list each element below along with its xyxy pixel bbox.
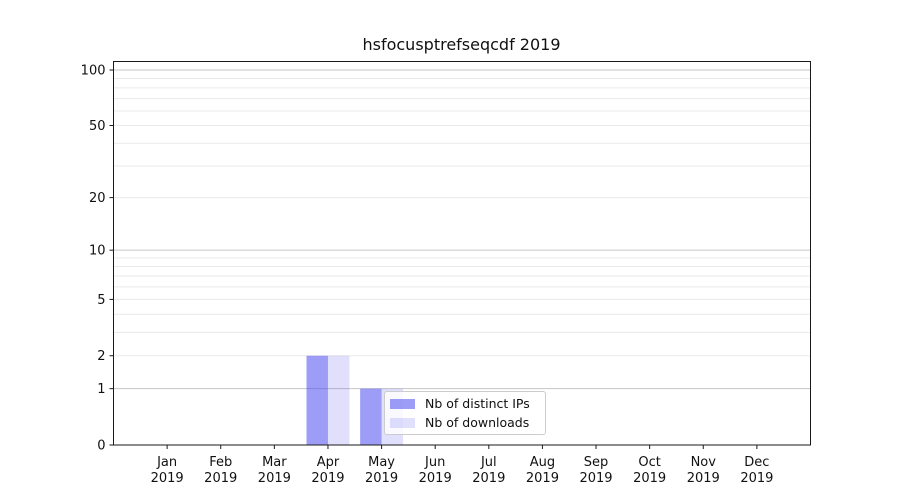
x-tick-label-month: Aug	[530, 455, 555, 470]
x-tick-label-year: 2019	[258, 471, 291, 486]
x-tick-label-year: 2019	[311, 471, 344, 486]
x-tick-label-month: Sep	[584, 455, 609, 470]
y-tick-label: 0	[97, 439, 105, 454]
x-tick-label-year: 2019	[526, 471, 559, 486]
legend-item-distinct-ips: Nb of distinct IPs	[390, 396, 539, 411]
y-tick-label: 100	[81, 63, 106, 78]
x-tick-label-year: 2019	[419, 471, 452, 486]
y-tick-label: 1	[97, 382, 105, 397]
legend-item-downloads: Nb of downloads	[390, 415, 539, 430]
x-tick-label-month: Nov	[691, 455, 717, 470]
x-tick-label-year: 2019	[633, 471, 666, 486]
y-tick-label: 50	[89, 119, 106, 134]
x-tick-label-year: 2019	[579, 471, 612, 486]
x-tick-label-month: Jul	[480, 455, 497, 470]
legend-label-downloads: Nb of downloads	[425, 415, 530, 430]
x-tick-label-month: Apr	[317, 455, 340, 470]
x-tick-label-month: Jan	[156, 455, 177, 470]
x-tick-label-month: May	[368, 455, 395, 470]
x-tick-label-month: Dec	[744, 455, 769, 470]
chart-title: hsfocusptrefseqcdf 2019	[362, 35, 561, 54]
x-tick-label-year: 2019	[687, 471, 720, 486]
x-tick-label-year: 2019	[204, 471, 237, 486]
legend-swatch-distinct-ips-icon	[390, 398, 415, 409]
x-tick-label-month: Mar	[262, 455, 287, 470]
legend-swatch-downloads-icon	[390, 417, 415, 428]
x-tick-label-year: 2019	[740, 471, 773, 486]
x-tick-label-month: Feb	[209, 455, 232, 470]
y-tick-label: 20	[89, 191, 106, 206]
y-tick-label: 10	[89, 244, 106, 259]
bar-nb-of-distinct-ips	[306, 355, 328, 445]
legend: Nb of distinct IPs Nb of downloads	[384, 391, 546, 435]
x-tick-label-year: 2019	[365, 471, 398, 486]
x-tick-label-year: 2019	[472, 471, 505, 486]
bar-nb-of-distinct-ips	[360, 388, 382, 445]
x-tick-label-month: Oct	[638, 455, 660, 470]
y-tick-label: 5	[97, 293, 105, 308]
bar-nb-of-downloads	[327, 355, 350, 445]
x-tick-label-year: 2019	[151, 471, 184, 486]
axes-frame	[113, 61, 811, 446]
legend-label-distinct-ips: Nb of distinct IPs	[425, 396, 530, 411]
y-tick-label: 2	[97, 349, 105, 364]
x-tick-label-month: Jun	[424, 455, 445, 470]
